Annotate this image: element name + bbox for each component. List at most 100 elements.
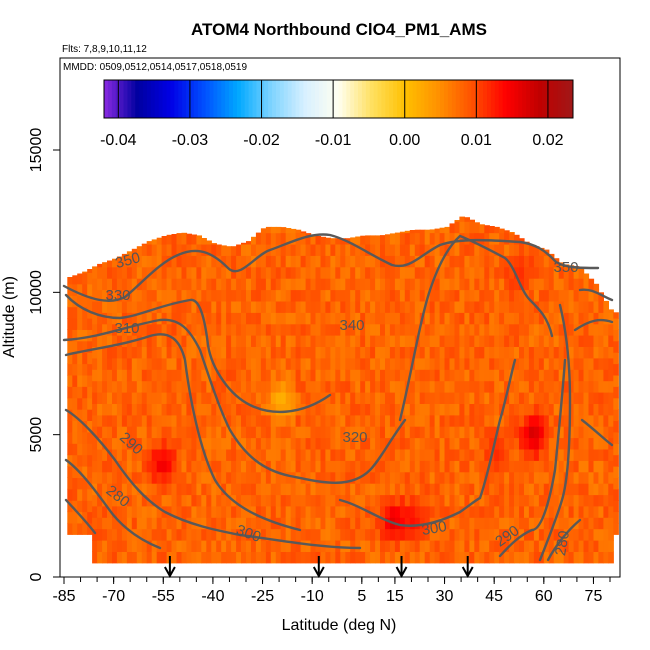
field-cell	[578, 380, 585, 393]
field-cell	[524, 243, 530, 256]
field-cell	[241, 551, 247, 564]
field-cell	[573, 505, 580, 518]
field-cell	[389, 471, 396, 484]
field-cell	[385, 243, 391, 256]
field-cell	[375, 505, 381, 518]
contour-label: 280	[552, 529, 573, 557]
field-cell	[370, 335, 376, 347]
field-cell	[474, 517, 480, 530]
field-cell	[87, 431, 93, 444]
field-cell	[429, 229, 436, 234]
field-cell	[519, 323, 525, 336]
field-cell	[375, 483, 381, 496]
field-cell	[350, 494, 356, 507]
field-cell	[444, 289, 451, 302]
field-cell	[141, 392, 148, 404]
field-cell	[325, 237, 331, 245]
field-cell	[409, 494, 416, 507]
field-cell	[216, 494, 222, 507]
field-cell	[107, 540, 113, 552]
field-cell	[340, 266, 346, 279]
field-cell	[255, 517, 262, 530]
field-cell	[270, 289, 277, 302]
field-cell	[375, 357, 381, 370]
field-cell	[449, 266, 456, 279]
field-cell	[538, 323, 545, 336]
field-cell	[116, 528, 123, 541]
y-axis-label: Altitude (m)	[1, 276, 18, 358]
data-field	[67, 216, 619, 564]
field-cell	[335, 528, 341, 541]
field-cell	[72, 454, 78, 467]
field-cell	[131, 460, 138, 473]
field-cell	[275, 335, 282, 347]
field-cell	[136, 266, 143, 279]
field-cell	[519, 300, 525, 313]
field-cell	[563, 403, 570, 416]
field-cell	[454, 483, 461, 496]
field-cell	[141, 471, 148, 484]
field-cell	[578, 551, 585, 564]
field-cell	[360, 483, 366, 496]
field-cell	[300, 392, 307, 404]
field-cell	[295, 289, 302, 302]
field-cell	[509, 551, 515, 564]
field-cell	[275, 471, 282, 484]
field-cell	[310, 528, 317, 541]
field-cell	[231, 483, 237, 496]
field-cell	[320, 266, 327, 279]
field-cell	[380, 335, 386, 347]
field-cell	[350, 237, 356, 245]
field-cell	[499, 380, 505, 393]
field-cell	[464, 255, 470, 268]
field-cell	[429, 232, 436, 245]
field-cell	[454, 221, 461, 234]
field-cell	[97, 517, 103, 530]
field-cell	[345, 255, 351, 268]
field-cell	[389, 243, 396, 256]
field-cell	[206, 483, 212, 496]
field-cell	[404, 323, 411, 336]
contour-label: 340	[339, 317, 364, 334]
y-tick-label: 5000	[28, 417, 45, 453]
field-cell	[285, 528, 292, 541]
field-cell	[514, 494, 520, 507]
field-cell	[479, 540, 485, 552]
field-cell	[608, 505, 614, 518]
field-cell	[593, 448, 600, 461]
field-cell	[444, 278, 451, 291]
field-cell	[429, 494, 436, 507]
field-cell	[563, 323, 570, 336]
colorbar-segment	[518, 80, 523, 118]
field-cell	[360, 471, 366, 484]
field-cell	[141, 483, 148, 496]
field-cell	[82, 386, 88, 399]
field-cell	[67, 522, 73, 535]
field-cell	[87, 397, 93, 410]
field-cell	[568, 505, 575, 518]
field-cell	[355, 483, 361, 496]
field-cell	[136, 289, 143, 302]
field-cell	[399, 255, 406, 268]
field-cell	[350, 403, 356, 416]
field-cell	[385, 414, 391, 427]
field-cell	[360, 437, 366, 450]
field-cell	[548, 448, 555, 461]
field-cell	[424, 323, 431, 336]
contour-line	[64, 498, 97, 535]
field-cell	[429, 380, 436, 393]
field-cell	[131, 346, 138, 359]
field-cell	[126, 266, 133, 279]
colorbar-segment	[193, 80, 199, 118]
field-cell	[509, 300, 515, 313]
field-cell	[360, 266, 366, 279]
field-cell	[315, 346, 322, 359]
field-cell	[77, 477, 83, 490]
field-cell	[409, 232, 416, 245]
field-cell	[107, 260, 113, 268]
field-cell	[509, 540, 515, 552]
field-cell	[449, 437, 456, 450]
field-cell	[558, 289, 565, 302]
field-cell	[479, 357, 485, 370]
colorbar-segment	[487, 80, 492, 118]
